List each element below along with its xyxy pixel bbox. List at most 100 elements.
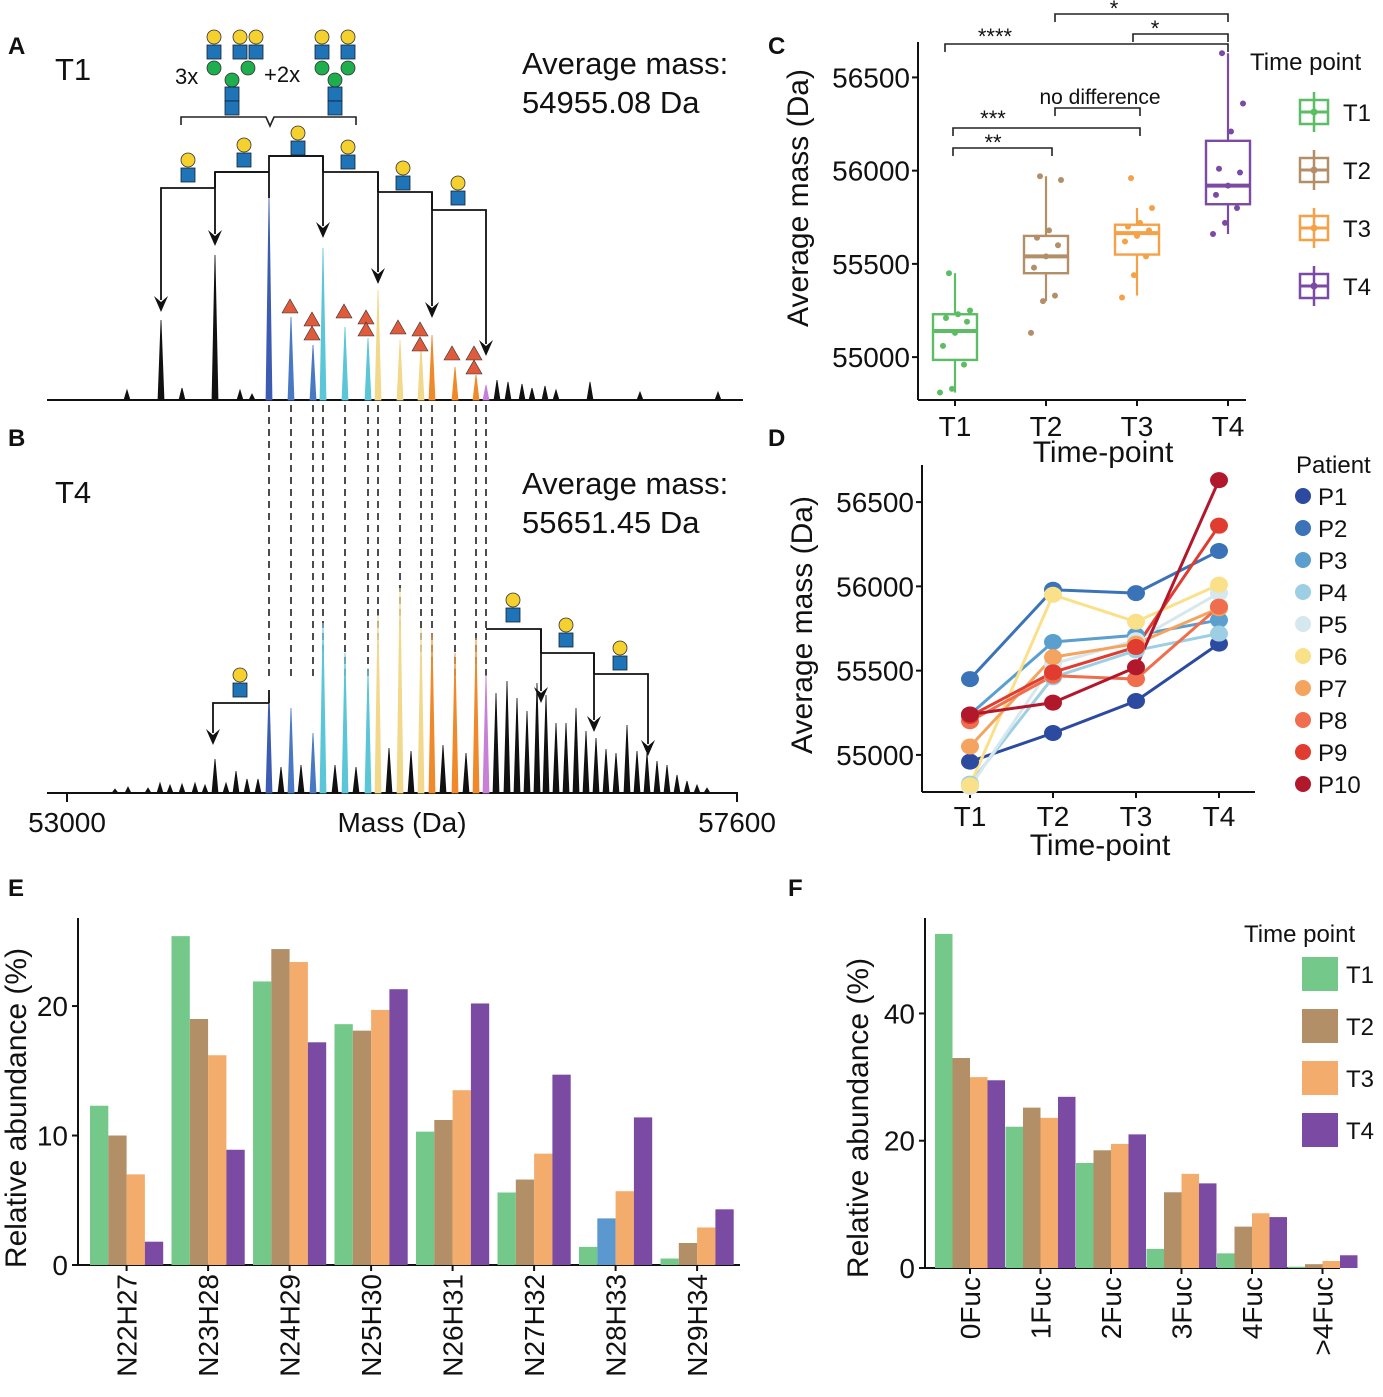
data-point (1210, 472, 1228, 489)
data-point (1210, 576, 1228, 593)
data-point (1210, 542, 1228, 559)
spectrum-peak (523, 710, 531, 794)
data-point (961, 753, 979, 770)
hexose-circle (224, 72, 240, 88)
spectrum-peak (417, 344, 425, 401)
data-point (964, 318, 970, 325)
spectrum-peak (287, 707, 295, 794)
timepoint-label-t4: T4 (55, 475, 91, 510)
hexose-circle (206, 29, 222, 45)
x-axis-title: Time-point (1033, 436, 1174, 469)
spectrum-peak (643, 752, 651, 794)
spectrum-peak (482, 384, 490, 401)
arrow-head (316, 222, 330, 238)
fucose-triangle (443, 345, 461, 361)
fucose-triangle (357, 321, 375, 337)
sig-t2-t3: no difference (1039, 86, 1160, 109)
legend-f: T1 T2 T3 T4 (1302, 957, 1374, 1147)
y-tick-label: 55000 (836, 740, 914, 771)
legend-label: P1 (1318, 484, 1347, 511)
fucose-triangle (303, 325, 321, 341)
arrow-line (541, 652, 595, 720)
y-axis-title: Relative abundance (%) (0, 948, 33, 1268)
legend-label: T4 (1343, 274, 1371, 301)
data-point (949, 385, 955, 392)
bar-chart-e: 0 10 20 N22H27 N23H28 N24H29 N25H30 N26H31 N27H3… (37, 918, 740, 1377)
x-tick-label: T3 (1121, 411, 1154, 442)
fucose-triangle (335, 303, 353, 319)
y-tick-label: 40 (884, 998, 915, 1029)
data-point (937, 389, 943, 396)
bar-n28h33-t1 (579, 1246, 598, 1265)
bar-n25h30-t4 (389, 989, 408, 1265)
y-tick-label: 56500 (836, 487, 914, 518)
legend-key-p1 (1295, 488, 1311, 504)
bar-2fuc-t4 (1128, 1134, 1146, 1268)
spectrum-peak (592, 737, 600, 794)
data-point (1216, 165, 1222, 172)
bar-1fuc-t1 (1005, 1126, 1023, 1268)
data-point (1146, 227, 1152, 234)
spectrum-peak (493, 379, 501, 401)
data-point (1127, 659, 1145, 676)
bar-n26h31-t4 (470, 1003, 490, 1265)
fucose-triangle (411, 336, 429, 352)
legend-dot (1310, 282, 1318, 290)
data-point (1046, 227, 1052, 234)
spectrum-peak (472, 637, 480, 794)
spectrum-peak (319, 247, 327, 401)
glycan-multiplier-2x: +2x (264, 62, 300, 87)
spectrum-peak (166, 783, 174, 794)
bar-4fuc-t4 (1269, 1217, 1287, 1268)
bar-n29h34-t1 (660, 1258, 679, 1265)
spectrum-peak (451, 652, 459, 794)
legend-key-p10 (1295, 776, 1311, 792)
bar-4fuc-t1 (1217, 1253, 1235, 1268)
bar->4fuc-t3 (1322, 1261, 1340, 1268)
fucose-triangle (303, 311, 321, 327)
spectrum-peak (417, 627, 425, 794)
arrow-line (212, 702, 269, 733)
bracket-t2-t3 (1054, 107, 1141, 116)
bracket-t1-t2 (952, 147, 1053, 156)
spectrum-peak (703, 787, 711, 794)
data-point (1225, 182, 1231, 189)
fucose-triangle (281, 298, 299, 314)
panel-d: D Average mass (Da) Time-point 55000 5550… (768, 425, 1371, 862)
spectrum-peak (518, 383, 526, 401)
spectrum-peak (586, 381, 594, 401)
fucose-triangle (411, 321, 429, 337)
data-point (1213, 191, 1219, 198)
legend-label: T1 (1346, 962, 1374, 989)
legend-key-t4 (1302, 1113, 1338, 1147)
bar-n27h32-t1 (497, 1192, 516, 1265)
box-t1 (931, 313, 979, 362)
data-point (1052, 292, 1058, 299)
data-point (967, 307, 973, 314)
spectrum-peak (528, 387, 536, 401)
bar-n22h27-t3 (126, 1174, 145, 1265)
x-axis-title: Time-point (1030, 829, 1171, 862)
x-tick-label: 2Fuc (1096, 1277, 1127, 1339)
hexose-circle (558, 617, 574, 633)
glcnac-square (206, 44, 222, 60)
spectrum-peak (602, 748, 610, 794)
hexose-circle (450, 175, 466, 191)
bracket-t3-t4 (1132, 33, 1229, 42)
y-tick-label: 0 (52, 1250, 68, 1281)
spectrum-peak (341, 326, 349, 401)
bar-n27h32-t4 (552, 1074, 571, 1265)
y-axis-title: Average mass (Da) (782, 69, 815, 327)
glcnac-square (236, 152, 252, 168)
bar-3fuc-t1 (1146, 1248, 1164, 1268)
data-point (961, 738, 979, 755)
legend-title: Time point (1244, 921, 1355, 948)
data-point (1043, 253, 1049, 260)
panel-a: A T1 Average mass: 54955.08 Da 3x +2x (8, 29, 743, 680)
data-point (961, 706, 979, 723)
sig-t1-t2: ** (984, 130, 1002, 155)
data-point (1237, 169, 1243, 176)
x-tick-label: N28H33 (601, 1274, 632, 1377)
data-point (946, 270, 952, 277)
series-line-p9 (969, 524, 1221, 718)
